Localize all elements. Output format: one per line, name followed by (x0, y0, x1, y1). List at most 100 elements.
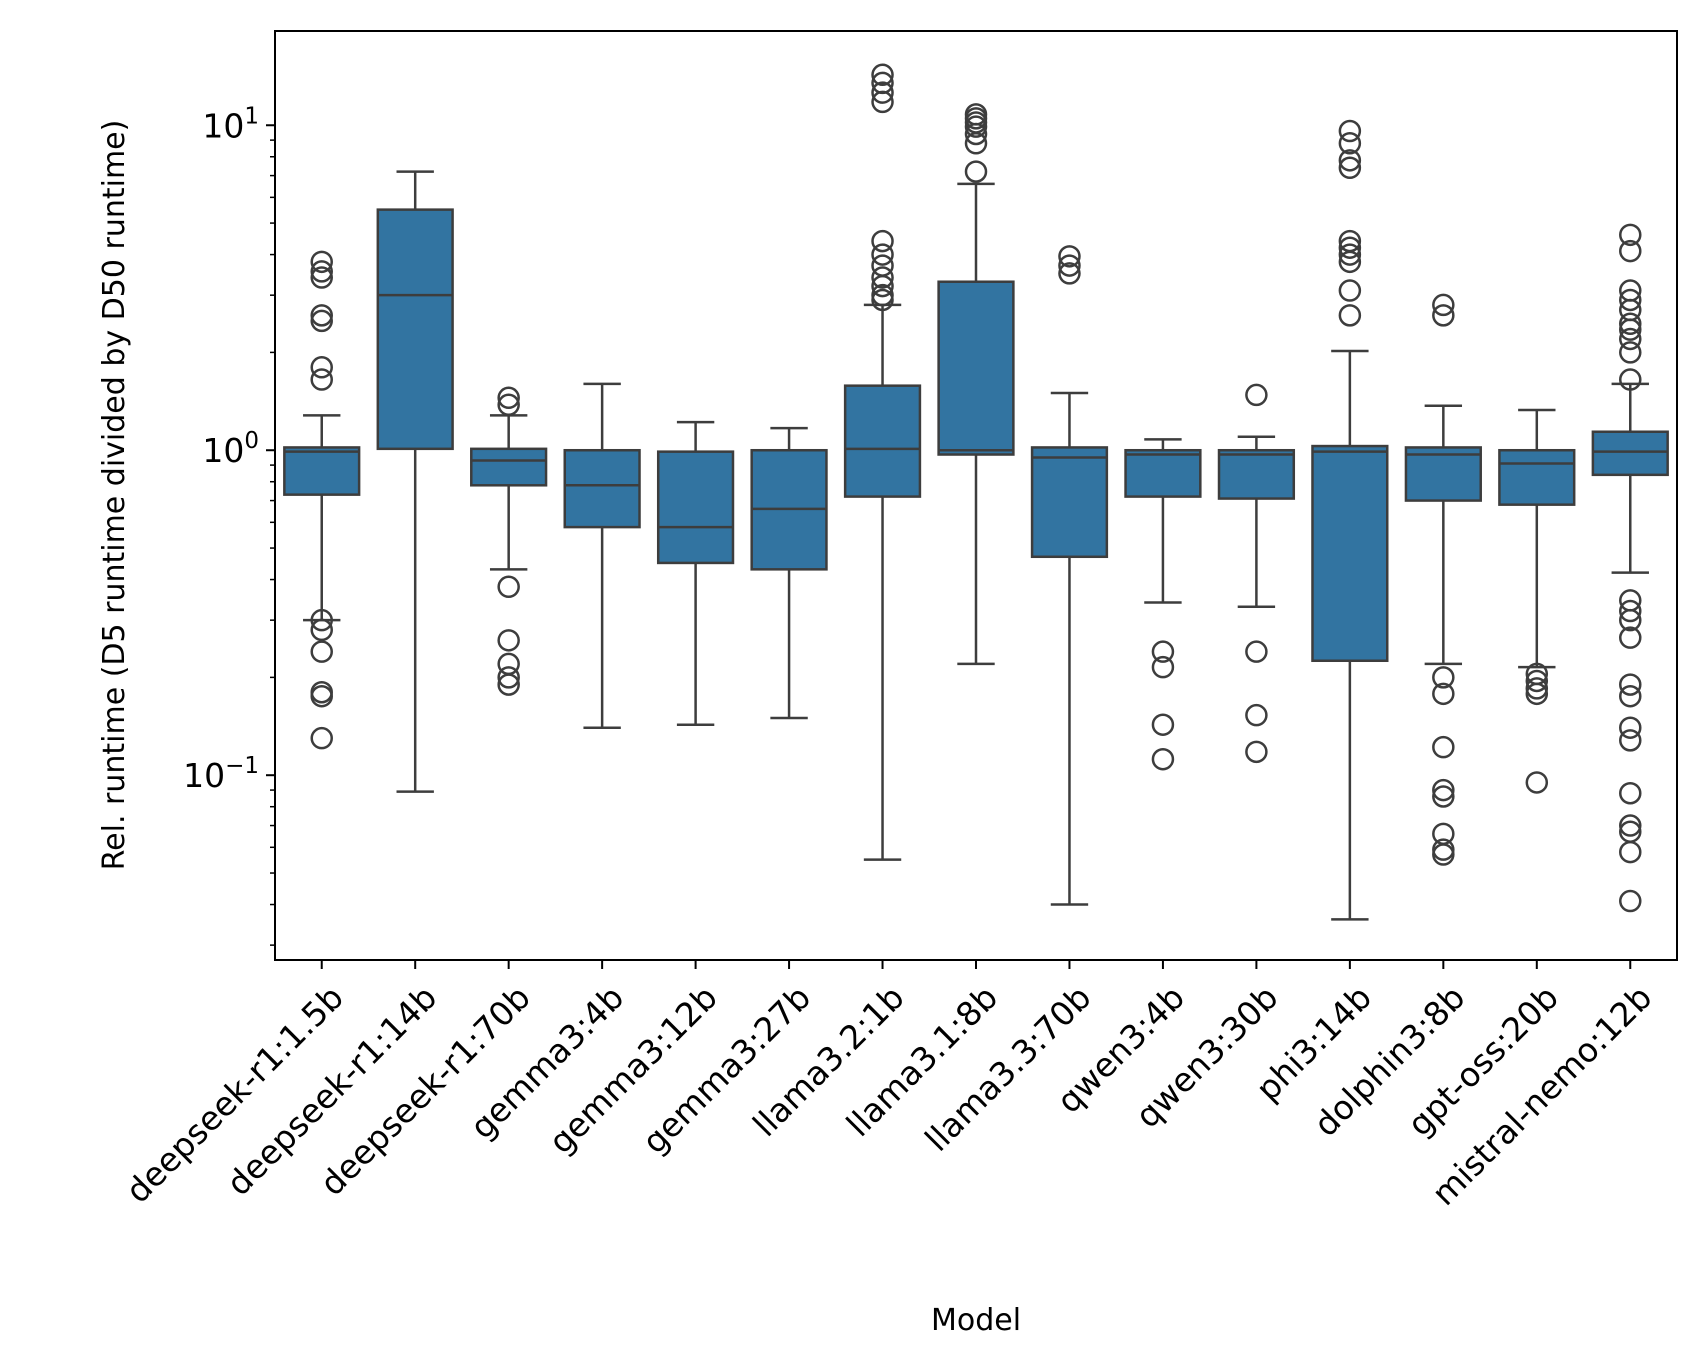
outlier-point (871, 266, 894, 289)
outlier-point (310, 250, 333, 274)
box-group (1124, 438, 1202, 771)
outlier-point (1245, 640, 1268, 663)
outlier-point (1338, 149, 1362, 172)
outlier-point (310, 368, 333, 391)
outlier-point (1619, 327, 1642, 351)
outlier-point (1338, 250, 1362, 274)
outlier-point (497, 393, 520, 417)
box-group (843, 63, 922, 861)
box-iqr (470, 447, 548, 487)
outlier-point (1619, 288, 1642, 312)
outlier-point (1432, 785, 1455, 808)
outlier-point (497, 575, 520, 599)
outlier-point (1338, 243, 1362, 266)
outlier-point (871, 288, 894, 312)
outlier-point (1245, 383, 1268, 407)
outlier-point (1525, 771, 1549, 794)
y-axis-label: Rel. runtime (D5 runtime divided by D50 … (97, 120, 132, 871)
outlier-point (310, 726, 333, 750)
outlier-point (871, 243, 894, 266)
outlier-point (1619, 673, 1642, 696)
outlier-point (1151, 655, 1175, 679)
box-iqr (843, 384, 922, 498)
outlier-point (1338, 119, 1362, 143)
outlier-point (964, 122, 988, 146)
box-group (1591, 223, 1669, 913)
box-group (1498, 408, 1576, 794)
outlier-point (1619, 318, 1642, 341)
box-group (937, 103, 1015, 666)
outlier-point (310, 260, 333, 283)
outlier-point (1619, 341, 1642, 364)
box-iqr (937, 280, 1015, 456)
box-iqr (1217, 448, 1296, 500)
outlier-point (497, 666, 520, 689)
outlier-point (497, 386, 520, 410)
x-tick-label: gemma3:27b (635, 978, 819, 1162)
outlier-point (1338, 132, 1362, 155)
box-group (1217, 383, 1296, 764)
x-axis-label: Model (931, 1303, 1021, 1338)
outlier-point (1151, 713, 1175, 736)
outlier-point (1525, 682, 1549, 706)
outlier-point (1619, 684, 1642, 708)
x-tick-label: llama3.3:70b (917, 978, 1098, 1159)
box-iqr (1498, 448, 1576, 506)
box-iqr (656, 450, 735, 565)
outlier-point (1619, 599, 1642, 623)
outlier-point (871, 81, 894, 104)
outlier-point (1432, 682, 1455, 706)
box-iqr (283, 446, 361, 496)
outlier-point (1058, 245, 1081, 268)
outlier-point (1338, 236, 1362, 259)
box-iqr (1030, 446, 1109, 559)
outlier-point (1619, 814, 1642, 837)
box-group (750, 426, 828, 720)
outlier-point (310, 304, 333, 327)
outlier-point (871, 274, 894, 298)
outlier-point (1151, 747, 1175, 771)
outlier-point (1619, 223, 1642, 247)
outlier-point (1619, 312, 1642, 336)
outlier-point (1058, 254, 1081, 277)
outlier-point (1619, 368, 1642, 391)
outlier-point (497, 629, 520, 652)
outlier-point (964, 160, 988, 183)
outlier-point (1619, 608, 1642, 632)
box-group (1311, 119, 1389, 921)
box-iqr (376, 208, 454, 451)
outlier-point (497, 673, 520, 696)
box-iqr (1404, 446, 1482, 502)
outlier-point (1245, 703, 1268, 727)
outlier-point (871, 63, 894, 87)
outlier-point (310, 608, 333, 632)
box-group (376, 170, 454, 793)
outlier-point (1432, 735, 1455, 759)
x-tick-label: gemma3:12b (541, 978, 725, 1162)
y-tick-label: 10−1 (183, 753, 259, 795)
box-group (283, 250, 361, 750)
outlier-point (310, 640, 333, 663)
box-iqr (1311, 444, 1389, 663)
outlier-point (1151, 640, 1175, 663)
box-iqr (1591, 430, 1669, 477)
outlier-point (1619, 239, 1642, 263)
outlier-point (1245, 740, 1268, 764)
outlier-point (310, 266, 333, 289)
boxes-layer (283, 63, 1669, 921)
box-group (1030, 245, 1109, 906)
outlier-point (1432, 666, 1455, 689)
outlier-point (964, 115, 988, 138)
outlier-point (1338, 279, 1362, 302)
outlier-point (1619, 781, 1642, 805)
outlier-point (1338, 304, 1362, 327)
outlier-point (871, 90, 894, 114)
box-group (656, 420, 735, 726)
outlier-point (1525, 677, 1549, 700)
outlier-point (1058, 262, 1081, 285)
outlier-point (1432, 293, 1455, 317)
y-tick-label: 101 (202, 103, 259, 145)
outlier-point (1619, 626, 1642, 649)
y-tick-label: 100 (202, 428, 259, 470)
outlier-point (964, 132, 988, 155)
